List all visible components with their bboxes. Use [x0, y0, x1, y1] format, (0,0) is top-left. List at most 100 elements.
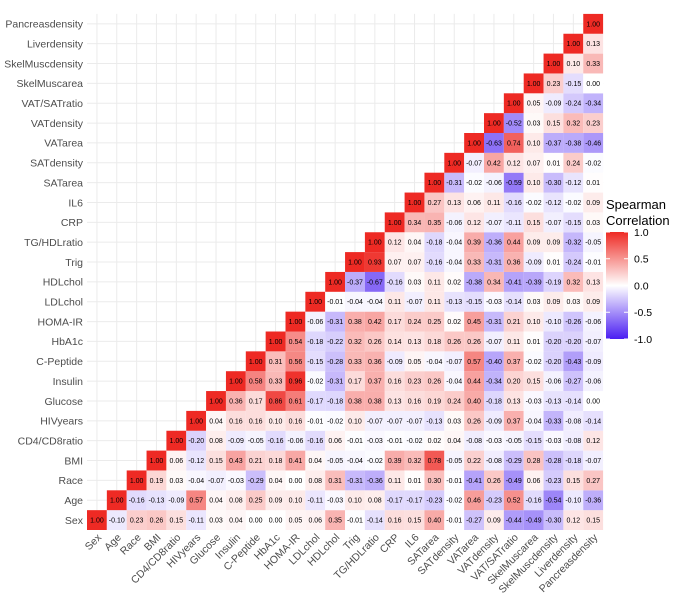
cell-value-label: 0.00	[269, 518, 283, 525]
cell-value-label: -0.02	[327, 418, 343, 425]
cell-value-label: -0.09	[545, 101, 561, 108]
heatmap-cell	[384, 470, 405, 491]
cell-value-label: 0.35	[328, 518, 342, 525]
cell-value-label: 0.06	[328, 438, 342, 445]
heatmap-cell	[464, 391, 484, 411]
cell-value-label: 0.23	[130, 518, 144, 525]
heatmap-cell	[543, 331, 564, 352]
cell-value-label: 0.09	[586, 299, 600, 306]
cell-value-label: -0.20	[545, 359, 561, 366]
cell-value-label: 0.00	[249, 518, 263, 525]
heatmap-cell	[305, 490, 326, 511]
cell-value-label: 0.16	[408, 398, 422, 405]
heatmap-cell	[404, 490, 425, 511]
cell-value-label: -0.06	[545, 379, 561, 386]
heatmap-cell	[444, 232, 465, 253]
heatmap-cell	[384, 232, 405, 253]
heatmap-cell	[245, 510, 266, 530]
heatmap-cell	[583, 311, 604, 332]
cell-value-label: 0.15	[408, 518, 422, 525]
heatmap-cell	[583, 172, 604, 193]
cell-value-label: -0.01	[387, 438, 403, 445]
heatmap-cell	[484, 510, 504, 530]
cell-value-label: 0.41	[289, 458, 303, 465]
cell-value-label: 0.11	[507, 339, 520, 346]
heatmap-cell	[464, 271, 484, 292]
cell-value-label: -0.07	[486, 339, 502, 346]
heatmap-cell	[225, 450, 246, 471]
heatmap-cell	[384, 450, 405, 471]
heatmap-cell	[325, 490, 346, 511]
cell-value-label: 1.00	[90, 518, 104, 525]
x-tick-label: Sex	[83, 531, 105, 553]
heatmap-cell	[424, 450, 445, 471]
cell-value-label: -0.01	[585, 260, 601, 267]
cell-value-label: 0.37	[507, 359, 521, 366]
heatmap-cell	[503, 371, 524, 392]
heatmap-cell	[464, 410, 484, 431]
heatmap-cell	[503, 113, 524, 133]
heatmap-cell	[404, 510, 425, 530]
legend-tick-label: -0.5	[634, 307, 652, 319]
cell-value-label: -0.08	[565, 438, 581, 445]
heatmap-cell	[305, 311, 326, 332]
heatmap-cell	[166, 450, 187, 471]
heatmap-cell	[285, 351, 306, 372]
cell-value-label: 0.00	[586, 81, 600, 88]
heatmap-cell	[305, 331, 326, 352]
cell-value-label: 0.38	[368, 398, 382, 405]
cell-value-label: -0.24	[565, 101, 581, 108]
heatmap-cell	[484, 212, 504, 233]
cell-value-label: 0.04	[229, 518, 243, 525]
cell-value-label: -0.16	[506, 200, 522, 207]
cell-value-label: -0.20	[188, 438, 204, 445]
cell-value-label: -0.31	[327, 319, 343, 326]
cell-value-label: 0.03	[527, 299, 541, 306]
cell-value-label: 0.21	[249, 458, 263, 465]
cell-value-label: 1.00	[150, 458, 164, 465]
cell-value-label: -0.16	[268, 438, 284, 445]
heatmap-cell	[484, 391, 504, 411]
cell-value-label: -0.03	[526, 398, 542, 405]
y-tick-label: C-Peptide	[36, 356, 83, 368]
cell-value-label: 0.10	[567, 61, 581, 68]
cell-value-label: 0.37	[368, 379, 382, 386]
cell-value-label: 0.86	[269, 398, 283, 405]
cell-value-label: 0.09	[269, 498, 283, 505]
cell-value-label: 1.00	[189, 418, 203, 425]
cell-value-label: 1.00	[249, 359, 263, 366]
cell-value-label: -0.36	[585, 498, 601, 505]
heatmap-cell	[503, 291, 524, 312]
cell-value-label: -0.38	[466, 279, 482, 286]
heatmap-cell	[583, 291, 604, 312]
cell-value-label: 0.31	[269, 359, 283, 366]
heatmap-cell	[245, 371, 266, 392]
cell-value-label: -0.15	[466, 299, 482, 306]
cell-value-label: -0.05	[327, 458, 343, 465]
cell-value-label: 1.00	[428, 180, 442, 187]
heatmap-cell	[325, 371, 346, 392]
heatmap-cell	[543, 351, 564, 372]
cell-value-label: 0.37	[507, 418, 521, 425]
heatmap-cell	[484, 271, 504, 292]
heatmap-cell	[484, 311, 504, 332]
cell-value-label: 0.26	[428, 379, 442, 386]
cell-value-label: -0.04	[367, 299, 383, 306]
heatmap-cell	[583, 133, 604, 153]
cell-value-label: -0.23	[545, 478, 561, 485]
heatmap-cell	[444, 490, 465, 511]
heatmap-cell	[285, 371, 306, 392]
cell-value-label: 1.00	[110, 498, 124, 505]
cell-value-label: 0.45	[467, 319, 481, 326]
cell-value-label: 0.32	[567, 121, 581, 128]
cell-value-label: 0.01	[408, 478, 422, 485]
heatmap-cell	[464, 331, 484, 352]
y-tick-label: VATarea	[44, 138, 83, 150]
heatmap-cell	[543, 490, 564, 511]
cell-value-label: 0.07	[388, 260, 402, 267]
cell-value-label: -0.04	[446, 260, 462, 267]
cell-value-label: -0.44	[506, 518, 522, 525]
cell-value-label: -0.14	[506, 299, 522, 306]
heatmap-cell	[523, 311, 544, 332]
cell-value-label: -0.43	[565, 359, 581, 366]
